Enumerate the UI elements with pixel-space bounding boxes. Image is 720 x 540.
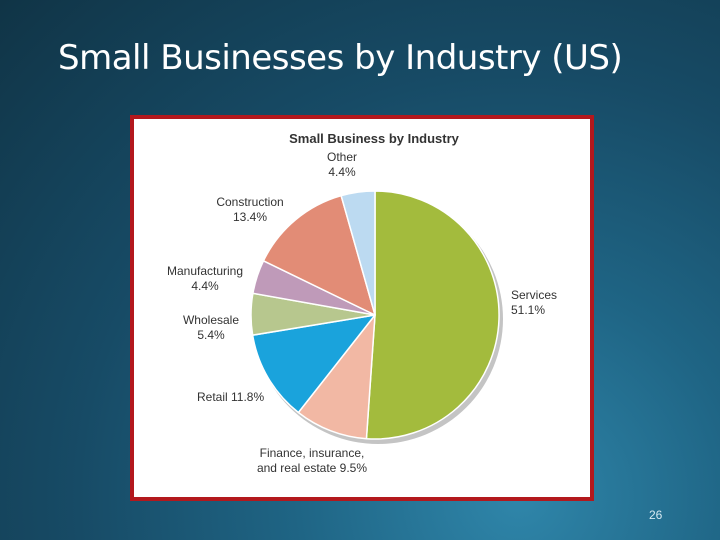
slice-label-line: 5.4% [197, 328, 225, 342]
slice-label-services: Services 51.1% [511, 288, 557, 317]
chart-title: Small Business by Industry [289, 131, 460, 146]
slice-label-line: Retail 11.8% [197, 390, 264, 404]
slice-label-wholesale: Wholesale 5.4% [183, 313, 239, 342]
pie-slice-construction [262, 194, 376, 316]
slice-label-manufacturing: Manufacturing 4.4% [167, 264, 243, 293]
slice-label-line: 4.4% [191, 279, 219, 293]
pie-slice-retail [251, 314, 376, 414]
slice-label-construction: Construction 13.4% [216, 195, 283, 224]
slice-label-line: Finance, insurance, [260, 446, 365, 460]
slice-label-line: Services [511, 288, 557, 302]
pie-slice-other [340, 190, 376, 316]
slice-label-other: Other 4.4% [327, 150, 357, 179]
slice-label-retail: Retail 11.8% [197, 390, 264, 404]
slide-number: 26 [649, 508, 663, 522]
slice-label-line: 13.4% [233, 210, 267, 224]
slice-label-line: Construction [216, 195, 283, 209]
pie-chart: Small Business by Industry Services 51.1%… [167, 131, 557, 475]
slice-label-line: 51.1% [511, 303, 545, 317]
slice-label-line: Manufacturing [167, 264, 243, 278]
slide-title: Small Businesses by Industry (US) [58, 38, 623, 78]
slice-label-line: and real estate 9.5% [257, 461, 367, 475]
slice-label-line: 4.4% [328, 165, 356, 179]
slice-label-line: Wholesale [183, 313, 239, 327]
slice-label-line: Other [327, 150, 357, 164]
pie-slice-services [365, 190, 500, 440]
slice-label-finance-insurance-and-real-estate: Finance, insurance, and real estate 9.5% [257, 446, 367, 475]
chart-frame: Small Business by Industry Services 51.1%… [130, 115, 594, 501]
